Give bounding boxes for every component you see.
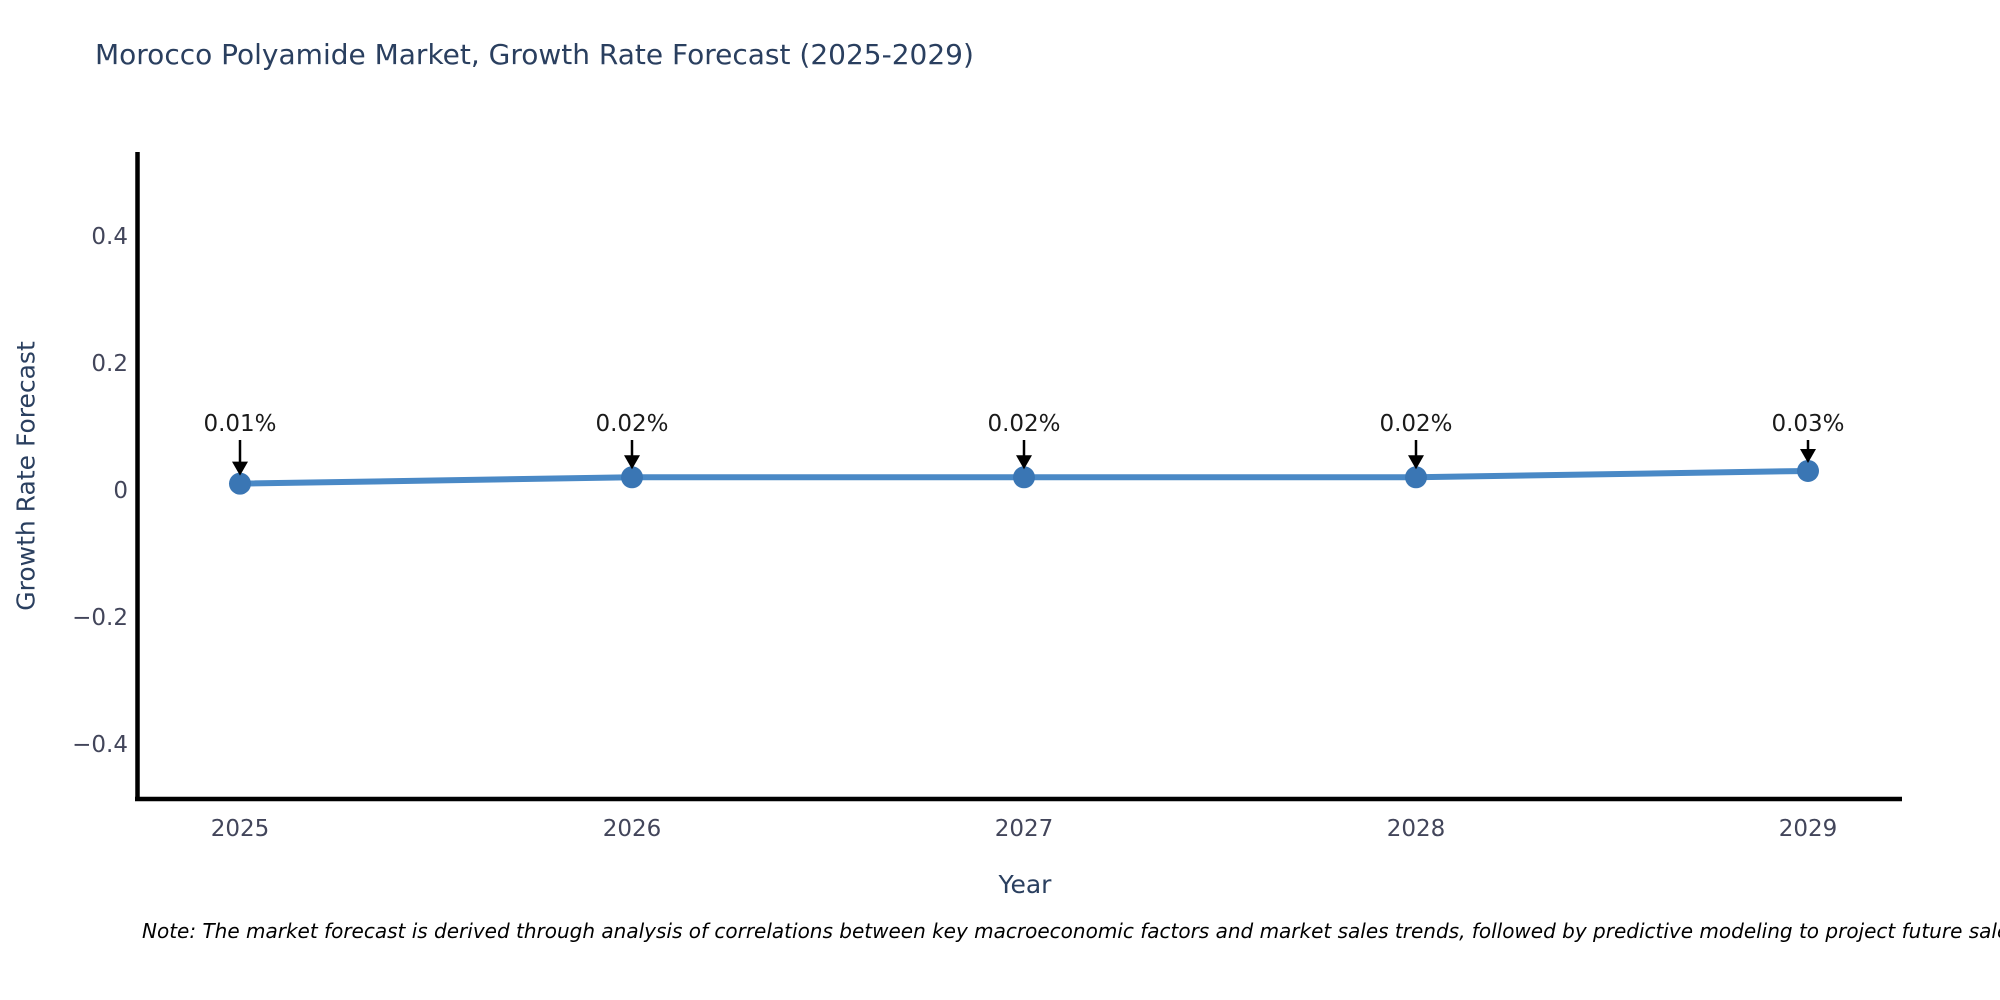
x-tick-label: 2027 — [995, 816, 1054, 842]
footnote: Note: The market forecast is derived thr… — [142, 919, 2000, 943]
annotation-label: 0.03% — [1771, 411, 1844, 437]
data-point-marker — [1797, 459, 1819, 482]
y-tick-label: −0.2 — [72, 605, 128, 631]
y-tick-label: 0.2 — [91, 351, 128, 377]
annotation-label: 0.01% — [203, 411, 276, 437]
y-tick-label: −0.4 — [72, 732, 128, 758]
annotation-arrow-head — [232, 461, 248, 476]
x-tick-label: 2028 — [1387, 816, 1446, 842]
chart-title: Morocco Polyamide Market, Growth Rate Fo… — [95, 38, 974, 71]
data-point-marker — [621, 466, 643, 489]
y-tick-label: 0 — [113, 478, 128, 504]
y-tick-label: 0.4 — [91, 224, 128, 250]
x-tick-label: 2026 — [603, 816, 662, 842]
x-tick-label: 2025 — [211, 816, 270, 842]
x-axis-title: Year — [998, 870, 1052, 899]
annotation-label: 0.02% — [1379, 411, 1452, 437]
x-tick-label: 2029 — [1779, 816, 1838, 842]
annotation-arrow-head — [624, 455, 640, 470]
annotation-arrow-head — [1016, 455, 1032, 470]
annotation-arrow-head — [1800, 448, 1816, 463]
data-point-marker — [1405, 466, 1427, 489]
annotation-label: 0.02% — [987, 411, 1060, 437]
data-point-marker — [1013, 466, 1035, 489]
data-point-marker — [229, 472, 251, 495]
annotation-arrow-head — [1408, 455, 1424, 470]
annotation-label: 0.02% — [595, 411, 668, 437]
